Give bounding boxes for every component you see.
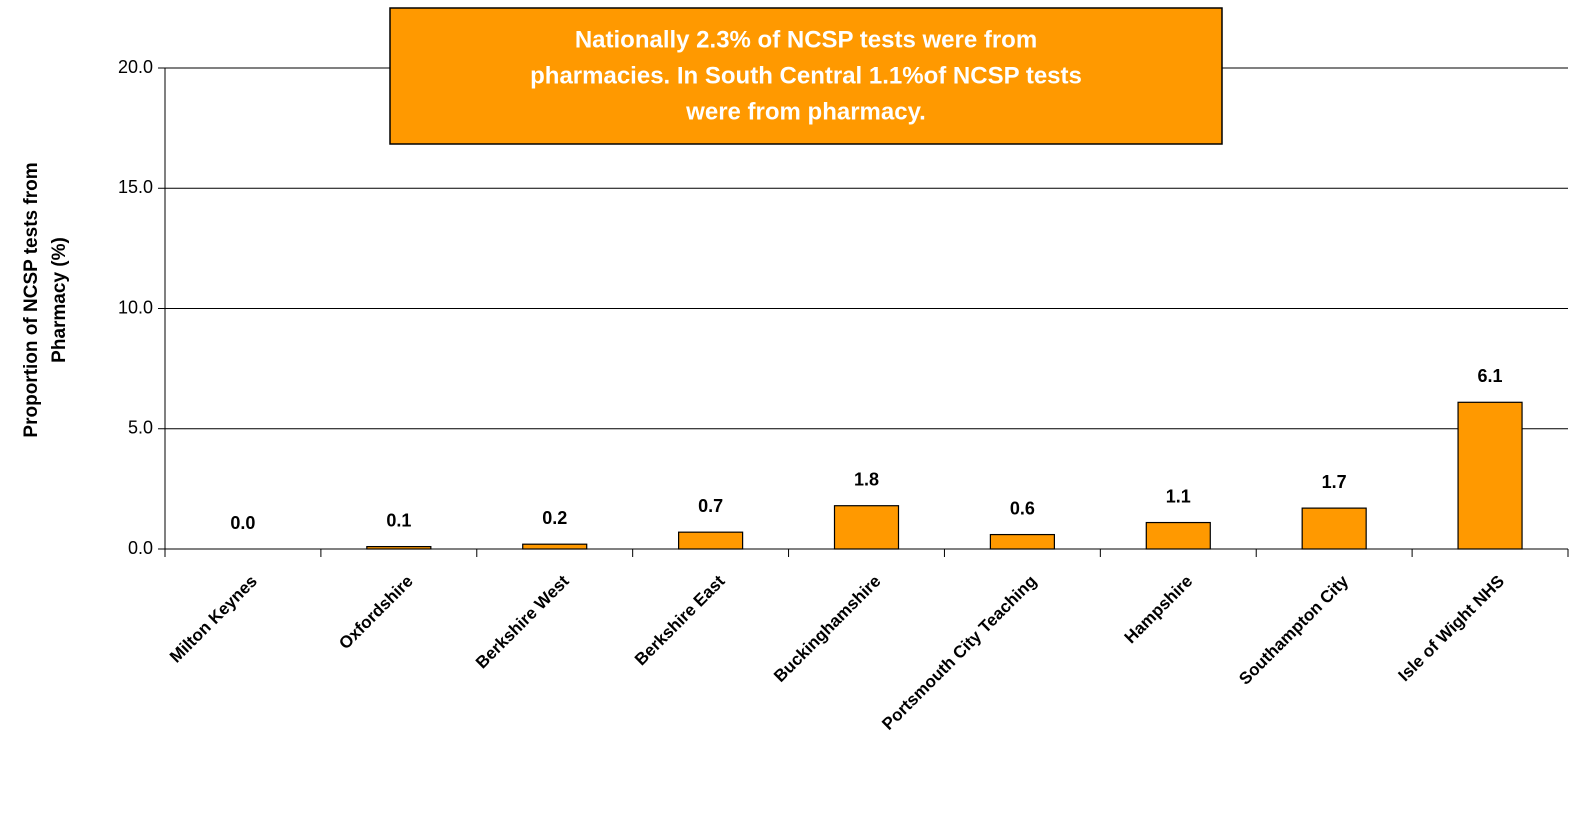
y-tick-label: 5.0 (128, 418, 153, 438)
y-axis-title: Proportion of NCSP tests from Pharmacy (%… (21, 162, 70, 437)
value-label: 0.7 (698, 496, 723, 516)
x-tick-label: Milton Keynes (166, 572, 261, 667)
marks (366, 401, 1523, 550)
value-label: 1.1 (1166, 486, 1191, 506)
value-label: 0.1 (386, 510, 411, 530)
y-tick-label: 0.0 (128, 538, 153, 558)
x-tick-label: Southampton City (1235, 571, 1352, 688)
y-axis-title-line: Pharmacy (%) (49, 237, 70, 363)
value-label: 1.7 (1322, 472, 1347, 492)
y-tick-label: 10.0 (118, 297, 153, 317)
x-tick-label: Buckinghamshire (770, 572, 884, 686)
value-label: 1.8 (854, 469, 879, 489)
annotation-box (389, 7, 1223, 145)
x-tick-label: Portsmouth City Teaching (878, 572, 1040, 734)
value-label: 0.6 (1010, 498, 1035, 518)
bar (366, 545, 432, 550)
bar (522, 543, 588, 550)
bar (678, 531, 744, 550)
bar (1145, 521, 1211, 550)
value-label: 6.1 (1478, 366, 1503, 386)
value-label: 0.2 (542, 508, 567, 528)
annotation-line: pharmacies. In South Central 1.1%of NCSP… (530, 62, 1082, 89)
x-tick-label: Berkshire East (631, 571, 729, 669)
bar (989, 533, 1055, 550)
x-tick-label: Oxfordshire (335, 572, 417, 654)
y-tick-label: 15.0 (118, 177, 153, 197)
bar (1457, 401, 1523, 550)
value-label: 0.0 (230, 513, 255, 533)
annotation-line: Nationally 2.3% of NCSP tests were from (575, 26, 1037, 53)
x-tick-label: Hampshire (1121, 572, 1197, 648)
x-tick-label: Isle of Wight NHS (1395, 572, 1509, 686)
x-tick-label: Berkshire West (472, 571, 573, 672)
annotation: Nationally 2.3% of NCSP tests were from p… (530, 26, 1082, 125)
y-tick-label: 20.0 (118, 57, 153, 77)
bar (1301, 507, 1367, 550)
annotation-line: were from pharmacy. (685, 98, 926, 125)
y-axis-title-line: Proportion of NCSP tests from (21, 162, 42, 437)
bar (833, 505, 900, 550)
